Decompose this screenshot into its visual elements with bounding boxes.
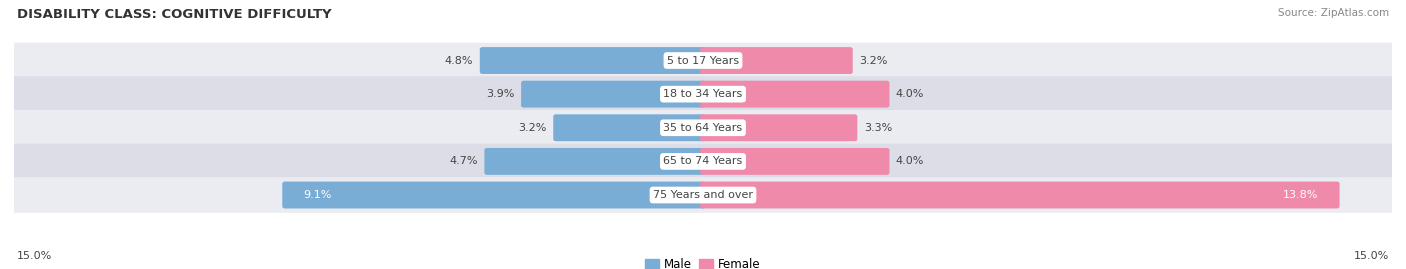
FancyBboxPatch shape <box>554 114 706 141</box>
FancyBboxPatch shape <box>7 144 1399 179</box>
FancyBboxPatch shape <box>283 182 706 208</box>
Text: 5 to 17 Years: 5 to 17 Years <box>666 55 740 66</box>
Text: 4.7%: 4.7% <box>450 156 478 167</box>
Text: 4.0%: 4.0% <box>896 156 924 167</box>
FancyBboxPatch shape <box>485 148 706 175</box>
FancyBboxPatch shape <box>7 76 1399 112</box>
Text: 9.1%: 9.1% <box>304 190 332 200</box>
Text: 75 Years and over: 75 Years and over <box>652 190 754 200</box>
Text: 4.8%: 4.8% <box>444 55 474 66</box>
Text: 15.0%: 15.0% <box>17 251 52 261</box>
FancyBboxPatch shape <box>7 110 1399 146</box>
FancyBboxPatch shape <box>700 148 890 175</box>
Text: 15.0%: 15.0% <box>1354 251 1389 261</box>
FancyBboxPatch shape <box>522 81 706 108</box>
Legend: Male, Female: Male, Female <box>641 253 765 269</box>
Text: 35 to 64 Years: 35 to 64 Years <box>664 123 742 133</box>
FancyBboxPatch shape <box>700 81 890 108</box>
Text: Source: ZipAtlas.com: Source: ZipAtlas.com <box>1278 8 1389 18</box>
FancyBboxPatch shape <box>7 43 1399 78</box>
Text: 65 to 74 Years: 65 to 74 Years <box>664 156 742 167</box>
FancyBboxPatch shape <box>700 114 858 141</box>
Text: 3.2%: 3.2% <box>859 55 887 66</box>
Text: 13.8%: 13.8% <box>1284 190 1319 200</box>
FancyBboxPatch shape <box>700 182 1340 208</box>
Text: 18 to 34 Years: 18 to 34 Years <box>664 89 742 99</box>
Text: 3.9%: 3.9% <box>486 89 515 99</box>
Text: 3.3%: 3.3% <box>863 123 891 133</box>
FancyBboxPatch shape <box>7 177 1399 213</box>
Text: DISABILITY CLASS: COGNITIVE DIFFICULTY: DISABILITY CLASS: COGNITIVE DIFFICULTY <box>17 8 332 21</box>
FancyBboxPatch shape <box>479 47 706 74</box>
Text: 3.2%: 3.2% <box>519 123 547 133</box>
FancyBboxPatch shape <box>700 47 852 74</box>
Text: 4.0%: 4.0% <box>896 89 924 99</box>
